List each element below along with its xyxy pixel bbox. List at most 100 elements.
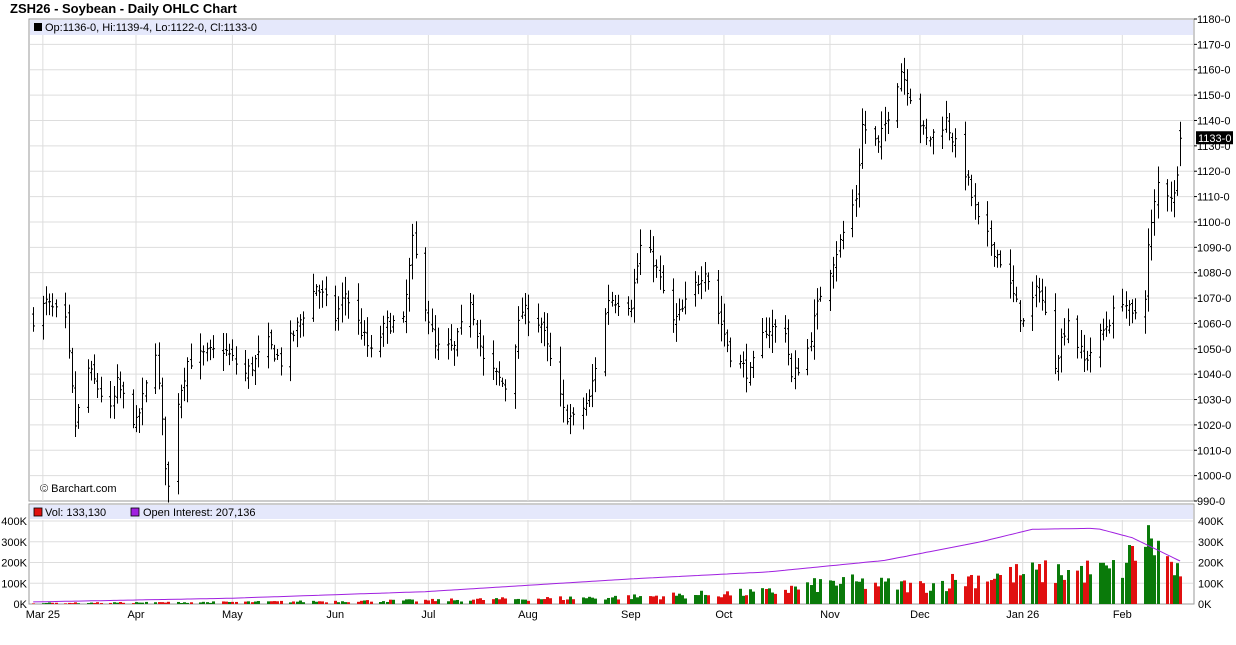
vol-legend-text: Vol: 133,130 <box>45 507 106 519</box>
ohlc-bar <box>64 292 67 329</box>
volume-bar <box>880 577 883 604</box>
volume-left-tick-label: 100K <box>1 578 27 590</box>
ohlc-bar <box>337 296 340 331</box>
ohlc-bar <box>427 300 430 335</box>
ohlc-bar <box>476 320 479 349</box>
volume-bar <box>357 601 360 604</box>
ohlc-bar <box>723 303 726 347</box>
volume-bar <box>537 598 540 604</box>
volume-bar <box>431 598 434 604</box>
volume-bar <box>337 602 340 604</box>
ohlc-bar <box>794 350 797 390</box>
ohlc-bar <box>482 335 485 376</box>
volume-bar <box>771 592 774 604</box>
volume-bar <box>254 601 257 604</box>
volume-bar <box>482 600 485 604</box>
volume-bar <box>851 574 854 604</box>
ohlc-bar <box>1012 265 1015 303</box>
volume-bar <box>299 600 302 604</box>
ohlc-bar <box>784 315 787 343</box>
date-tick-label: May <box>222 609 243 621</box>
volume-bar <box>611 597 614 604</box>
ohlc-bar <box>1038 277 1041 303</box>
ohlc-bar <box>1086 350 1089 371</box>
volume-bar <box>649 596 652 604</box>
volume-bar <box>96 602 99 604</box>
ohlc-bar <box>450 324 453 351</box>
ohlc-bar <box>357 283 360 335</box>
ohlc-bar <box>1131 299 1134 324</box>
volume-bar <box>267 601 270 604</box>
volume-bar <box>71 603 74 604</box>
ohlc-bar <box>71 347 74 394</box>
ohlc-bar <box>1099 323 1102 368</box>
volume-bar <box>392 599 395 604</box>
volume-bar <box>761 588 764 604</box>
volume-bar <box>582 597 585 604</box>
ohlc-bar <box>225 333 228 356</box>
ohlc-bar <box>1019 300 1022 333</box>
ohlc-bar <box>267 322 270 369</box>
volume-bar <box>861 578 864 604</box>
volume-bar <box>877 586 880 604</box>
ohlc-bar <box>453 341 456 366</box>
ohlc-bar <box>472 294 475 326</box>
volume-bar <box>1031 562 1034 604</box>
ohlc-bar <box>1080 329 1083 359</box>
volume-bars <box>32 525 1182 604</box>
volume-bar <box>967 576 970 604</box>
ohlc-bar <box>360 308 363 340</box>
volume-bar <box>370 601 373 604</box>
volume-bar <box>74 602 77 604</box>
ohlc-bar <box>922 120 925 135</box>
volume-bar <box>447 601 450 604</box>
volume-bar <box>566 599 569 604</box>
ohlc-bar <box>694 271 697 307</box>
ohlc-bar <box>717 269 720 325</box>
ohlc-bar <box>649 229 652 253</box>
ohlc-bar <box>627 296 630 316</box>
volume-left-tick-label: 200K <box>1 558 27 570</box>
volume-bar <box>784 589 787 604</box>
ohlc-bar <box>1144 290 1147 334</box>
volume-bar <box>546 597 549 604</box>
price-tick-label: 1160-0 <box>1197 65 1230 77</box>
price-tick-label: 1120-0 <box>1197 166 1230 178</box>
volume-left-tick-label: 300K <box>1 537 27 549</box>
date-tick-label: Sep <box>621 609 641 621</box>
ohlc-bar <box>974 183 977 220</box>
ohlc-bar <box>55 299 58 318</box>
ohlc-bar <box>1176 166 1179 196</box>
volume-bar <box>739 588 742 604</box>
ohlc-bar <box>655 259 658 278</box>
volume-bar <box>48 602 51 604</box>
volume-bar <box>437 599 440 604</box>
ohlc-bar <box>164 416 167 486</box>
volume-bar <box>1054 582 1057 604</box>
volume-bar <box>64 603 67 604</box>
ohlc-bar <box>100 376 103 403</box>
volume-bar <box>594 598 597 604</box>
ohlc-bar <box>588 389 591 407</box>
price-tick-label: 1070-0 <box>1197 293 1231 305</box>
ohlc-bar <box>1089 337 1092 373</box>
volume-bar <box>366 600 369 604</box>
ohlc-bar <box>572 407 575 426</box>
ohlc-bar <box>51 293 54 317</box>
ohlc-bar <box>729 337 732 368</box>
volume-bar <box>636 597 639 604</box>
ohlc-bar <box>1147 228 1150 312</box>
volume-bar <box>765 588 768 604</box>
ohlc-bar <box>967 170 970 186</box>
ohlc-bar <box>1041 278 1044 311</box>
ohlc-bar <box>540 317 543 344</box>
volume-bar <box>453 600 456 604</box>
volume-bar <box>617 599 620 604</box>
volume-bar <box>145 601 148 604</box>
ohlc-bar <box>93 354 96 384</box>
ohlc-bar <box>858 148 861 208</box>
volume-bar <box>514 599 517 604</box>
volume-bar <box>720 597 723 604</box>
volume-bar <box>1153 555 1156 604</box>
ohlc-bar <box>787 319 790 366</box>
